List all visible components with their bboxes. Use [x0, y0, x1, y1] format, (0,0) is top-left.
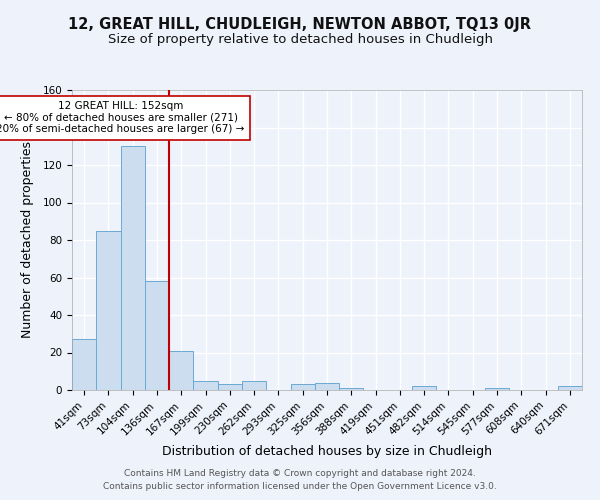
- Bar: [242, 380, 266, 390]
- Bar: [72, 340, 96, 390]
- Bar: [121, 146, 145, 390]
- Text: Size of property relative to detached houses in Chudleigh: Size of property relative to detached ho…: [107, 32, 493, 46]
- Text: Contains HM Land Registry data © Crown copyright and database right 2024.: Contains HM Land Registry data © Crown c…: [124, 468, 476, 477]
- Bar: [193, 380, 218, 390]
- Bar: [412, 386, 436, 390]
- Bar: [169, 350, 193, 390]
- Text: Contains public sector information licensed under the Open Government Licence v3: Contains public sector information licen…: [103, 482, 497, 491]
- X-axis label: Distribution of detached houses by size in Chudleigh: Distribution of detached houses by size …: [162, 445, 492, 458]
- Y-axis label: Number of detached properties: Number of detached properties: [21, 142, 34, 338]
- Bar: [145, 281, 169, 390]
- Bar: [96, 230, 121, 390]
- Text: 12 GREAT HILL: 152sqm
← 80% of detached houses are smaller (271)
20% of semi-det: 12 GREAT HILL: 152sqm ← 80% of detached …: [0, 101, 245, 134]
- Bar: [485, 388, 509, 390]
- Bar: [558, 386, 582, 390]
- Bar: [290, 384, 315, 390]
- Bar: [315, 382, 339, 390]
- Bar: [339, 388, 364, 390]
- Bar: [218, 384, 242, 390]
- Text: 12, GREAT HILL, CHUDLEIGH, NEWTON ABBOT, TQ13 0JR: 12, GREAT HILL, CHUDLEIGH, NEWTON ABBOT,…: [68, 18, 532, 32]
